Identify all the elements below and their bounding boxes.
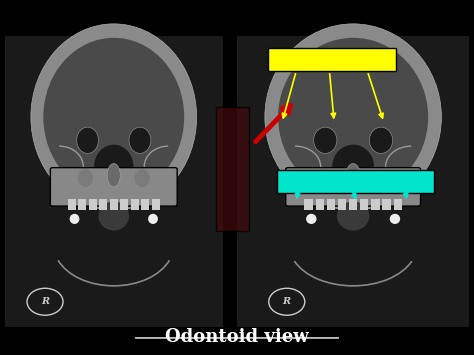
Ellipse shape: [369, 127, 392, 153]
Bar: [338, 198, 346, 210]
FancyBboxPatch shape: [237, 36, 469, 327]
Ellipse shape: [315, 169, 331, 187]
Ellipse shape: [70, 214, 80, 224]
Bar: [393, 198, 402, 210]
FancyBboxPatch shape: [5, 36, 223, 327]
Bar: [316, 198, 324, 210]
Ellipse shape: [265, 24, 441, 210]
Ellipse shape: [99, 201, 129, 230]
Bar: [327, 198, 335, 210]
Bar: [152, 198, 160, 210]
Ellipse shape: [31, 24, 197, 210]
Ellipse shape: [78, 169, 93, 187]
Ellipse shape: [278, 38, 428, 196]
Bar: [304, 198, 313, 210]
Bar: [360, 198, 368, 210]
Ellipse shape: [129, 127, 151, 153]
Ellipse shape: [314, 127, 337, 153]
Ellipse shape: [332, 144, 374, 188]
Ellipse shape: [390, 214, 400, 224]
FancyBboxPatch shape: [216, 106, 249, 231]
FancyBboxPatch shape: [286, 168, 420, 206]
Bar: [371, 198, 380, 210]
Bar: [349, 198, 357, 210]
Text: R: R: [283, 297, 291, 306]
Bar: [141, 198, 149, 210]
Bar: [110, 198, 118, 210]
Bar: [100, 198, 107, 210]
FancyBboxPatch shape: [268, 48, 396, 71]
Ellipse shape: [337, 201, 369, 230]
Bar: [120, 198, 128, 210]
FancyBboxPatch shape: [277, 170, 434, 193]
Text: R: R: [41, 297, 49, 306]
Ellipse shape: [94, 144, 133, 188]
Text: Odontoid view: Odontoid view: [165, 328, 309, 346]
Bar: [68, 198, 76, 210]
Bar: [78, 198, 86, 210]
Ellipse shape: [306, 214, 317, 224]
Ellipse shape: [43, 38, 184, 196]
Ellipse shape: [107, 164, 120, 187]
Ellipse shape: [77, 127, 99, 153]
Ellipse shape: [375, 169, 392, 187]
Bar: [383, 198, 391, 210]
Ellipse shape: [135, 169, 150, 187]
Bar: [131, 198, 138, 210]
Ellipse shape: [346, 164, 360, 187]
FancyBboxPatch shape: [50, 168, 177, 206]
Bar: [89, 198, 97, 210]
Ellipse shape: [148, 214, 158, 224]
